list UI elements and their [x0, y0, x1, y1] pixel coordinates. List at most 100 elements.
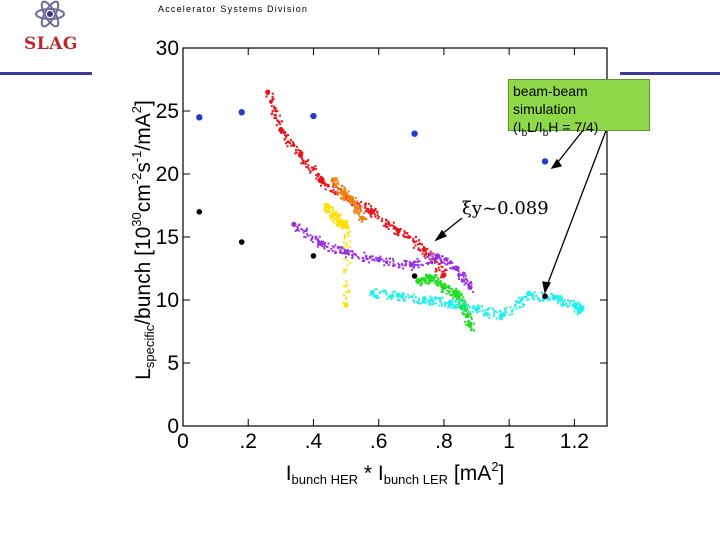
- cloud-dot: [422, 300, 425, 303]
- cloud-dot: [343, 237, 346, 240]
- cloud-dot: [407, 296, 410, 299]
- cloud-dot: [346, 223, 349, 226]
- cloud-dot: [376, 211, 379, 214]
- cloud-dot: [334, 244, 337, 247]
- cloud-dot: [461, 279, 464, 282]
- cloud-dot: [574, 305, 577, 308]
- cloud-dot: [326, 246, 329, 249]
- cloud-dot: [376, 210, 379, 213]
- cloud-dot: [557, 299, 560, 302]
- cloud-dot: [322, 180, 325, 183]
- cloud-dot: [418, 260, 421, 263]
- y-tick-label: 25: [156, 100, 179, 123]
- cloud-dot: [330, 205, 333, 208]
- cloud-dot: [456, 306, 459, 309]
- cloud-dot: [432, 276, 435, 279]
- cloud-dot: [405, 260, 408, 263]
- cloud-dot: [462, 302, 465, 305]
- cloud-dot: [447, 261, 450, 264]
- cloud-dot: [358, 218, 361, 221]
- data-point: [196, 114, 203, 121]
- cloud-dot: [458, 295, 461, 298]
- cloud-dot: [448, 304, 451, 307]
- cloud-dot: [417, 248, 420, 251]
- cloud-dot: [512, 308, 515, 311]
- cloud-dot: [326, 208, 329, 211]
- cloud-dot: [384, 225, 387, 228]
- cloud-dot: [437, 284, 440, 287]
- cloud-dot: [323, 210, 326, 213]
- cloud-dot: [417, 247, 420, 250]
- cloud-dot: [368, 211, 371, 214]
- x-tick-label: .8: [435, 430, 453, 453]
- cloud-dot: [337, 222, 340, 225]
- cloud-dot: [366, 257, 369, 260]
- header-rule-right: [620, 72, 720, 75]
- cloud-dot: [446, 263, 449, 266]
- cloud-dot: [453, 266, 456, 269]
- cloud-dot: [460, 292, 463, 295]
- cloud-dot: [419, 284, 422, 287]
- cloud-dot: [465, 323, 468, 326]
- cloud-dot: [327, 203, 330, 206]
- cloud-dot: [457, 303, 460, 306]
- series-beam-beam-simulation: [196, 109, 549, 165]
- cloud-dot: [294, 152, 297, 155]
- cloud-dot: [336, 218, 339, 221]
- cloud-dot: [562, 304, 565, 307]
- cloud-dot: [324, 183, 327, 186]
- cloud-dot: [335, 212, 338, 215]
- cloud-dot: [452, 291, 455, 294]
- cloud-dot: [313, 168, 316, 171]
- cloud-dot: [431, 255, 434, 258]
- cloud-dot: [435, 284, 438, 287]
- cloud-dot: [408, 236, 411, 239]
- cloud-dot: [300, 227, 303, 230]
- cloud-dot: [389, 257, 392, 260]
- cloud-dot: [576, 313, 579, 316]
- cloud-dot: [310, 166, 313, 169]
- cloud-dot: [483, 314, 486, 317]
- cloud-dot: [343, 193, 346, 196]
- cloud-dot: [329, 189, 332, 192]
- cloud-dot: [323, 208, 326, 211]
- cloud-dot: [439, 258, 442, 261]
- cloud-dot: [353, 205, 356, 208]
- cloud-dot: [405, 235, 408, 238]
- data-point: [238, 109, 245, 116]
- cloud-dot: [441, 304, 444, 307]
- cloud-dot: [309, 170, 312, 173]
- cloud-dot: [432, 278, 435, 281]
- cloud-dot: [413, 265, 416, 268]
- cloud-dot: [515, 307, 518, 310]
- cloud-dot: [503, 307, 506, 310]
- cloud-dot: [459, 294, 462, 297]
- cloud-dot: [450, 304, 453, 307]
- cloud-dot: [311, 241, 314, 244]
- cloud-dot: [299, 149, 302, 152]
- cloud-dot: [370, 212, 373, 215]
- cloud-dot: [311, 169, 314, 172]
- cloud-dot: [531, 295, 534, 298]
- cloud-dot: [300, 156, 303, 159]
- cloud-dot: [378, 257, 381, 260]
- cloud-dot: [351, 257, 354, 260]
- cloud-dot: [465, 303, 468, 306]
- cloud-dot: [429, 274, 432, 277]
- cloud-dot: [283, 138, 286, 141]
- cloud-dot: [332, 188, 335, 191]
- cloud-dot: [365, 256, 368, 259]
- cloud-dot: [392, 227, 395, 230]
- cloud-dot: [346, 197, 349, 200]
- cloud-dot: [402, 293, 405, 296]
- cloud-dot: [425, 275, 428, 278]
- cloud-dot: [397, 234, 400, 237]
- cloud-dot: [314, 165, 317, 168]
- cloud-dot: [446, 257, 449, 260]
- cloud-dot: [514, 303, 517, 306]
- cloud-dot: [334, 212, 337, 215]
- cloud-dot: [371, 255, 374, 258]
- cloud-dot: [365, 218, 368, 221]
- cloud-dot: [332, 206, 335, 209]
- cloud-dot: [420, 279, 423, 282]
